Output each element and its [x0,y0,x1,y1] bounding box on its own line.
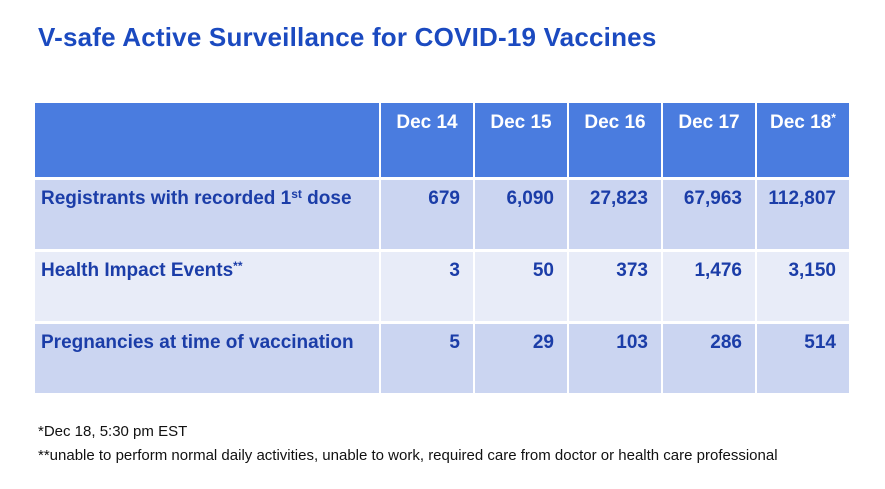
row-label-text: Registrants with recorded 1 [41,188,292,209]
table-cell: 112,807 [757,180,849,249]
footnote-health-impact-definition: **unable to perform normal daily activit… [38,446,778,464]
table-cell: 3,150 [757,252,849,321]
row-label-text: Health Impact Events [41,260,234,281]
table-cell: 286 [663,324,755,393]
table-cell: 67,963 [663,180,755,249]
page-title: V-safe Active Surveillance for COVID-19 … [38,22,657,52]
row-label-pregnancies: Pregnancies at time of vaccination [35,324,379,393]
table-cell: 373 [569,252,661,321]
header-cell-dec17: Dec 17 [663,103,755,177]
table-cell: 6,090 [475,180,567,249]
table-cell: 29 [475,324,567,393]
header-label: Dec 15 [490,112,552,133]
header-cell-empty [35,103,379,177]
row-label-text: Pregnancies at time of vaccination [41,332,354,353]
header-label: Dec 18 [770,112,832,133]
header-sup: * [831,111,836,125]
row-label-rest: dose [301,188,352,209]
header-cell-dec18: Dec 18* [757,103,849,177]
header-label: Dec 16 [584,112,646,133]
table-cell: 514 [757,324,849,393]
row-label-sup: st [291,187,302,201]
table-cell: 103 [569,324,661,393]
header-label: Dec 14 [396,112,458,133]
table-cell: 679 [381,180,473,249]
row-label-registrants: Registrants with recorded 1st dose [35,180,379,249]
table-cell: 1,476 [663,252,755,321]
header-label: Dec 17 [678,112,740,133]
table-cell: 27,823 [569,180,661,249]
row-label-sup: ** [233,259,243,273]
row-label-health-impact: Health Impact Events** [35,252,379,321]
header-cell-dec16: Dec 16 [569,103,661,177]
footnote-dec18: *Dec 18, 5:30 pm EST [38,423,188,440]
table-cell: 50 [475,252,567,321]
table-cell: 5 [381,324,473,393]
table-cell: 3 [381,252,473,321]
surveillance-table: Dec 14 Dec 15 Dec 16 Dec 17 Dec 18* Regi… [35,103,849,393]
header-cell-dec15: Dec 15 [475,103,567,177]
footnotes: *Dec 18, 5:30 pm EST **unable to perform… [38,423,778,471]
header-cell-dec14: Dec 14 [381,103,473,177]
